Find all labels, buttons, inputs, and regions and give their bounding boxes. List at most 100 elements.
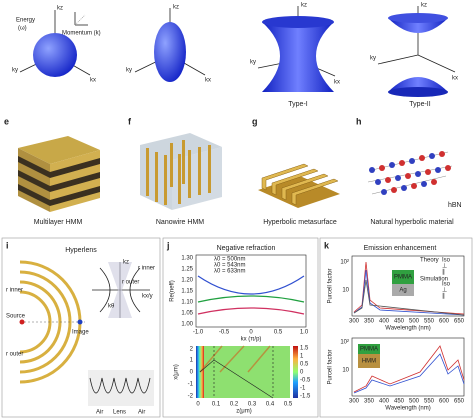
shape-rect	[392, 270, 414, 284]
label: e	[4, 116, 9, 126]
label: Lens	[113, 410, 126, 416]
panel-e: e Multilayer HMM	[4, 116, 100, 226]
shape-rect	[182, 140, 185, 184]
label: r inner	[6, 288, 23, 294]
label: kx (π/p)	[241, 337, 262, 343]
shape-circle	[429, 153, 435, 159]
label: 450	[394, 399, 405, 405]
shape-circle	[19, 319, 25, 325]
label: 1.30	[181, 256, 193, 262]
shape-rect	[351, 255, 465, 317]
shape-circle	[379, 165, 385, 171]
shape-polygon	[18, 136, 100, 164]
label: x(μm)	[174, 364, 180, 379]
label: kz	[57, 6, 63, 12]
label: g	[252, 116, 258, 126]
label: Air	[138, 410, 145, 416]
shape-circle	[389, 162, 395, 168]
label: Iso	[442, 282, 451, 288]
shape-circle	[415, 171, 421, 177]
label: 1.20	[181, 278, 193, 284]
label: Purcell factor	[328, 349, 334, 384]
shape-g	[146, 140, 211, 205]
label: (ω)	[18, 26, 27, 32]
label: 0.5	[284, 402, 293, 408]
shape-rect	[358, 344, 380, 354]
shape-rect	[293, 346, 298, 398]
shape-circle	[419, 155, 425, 161]
label: r inner	[138, 266, 155, 272]
shape-rect	[196, 346, 290, 398]
shape-path	[197, 275, 305, 295]
label: Purcell factor	[328, 268, 334, 303]
label: kx	[205, 78, 211, 84]
label: Air	[96, 410, 103, 416]
label: 350	[364, 319, 375, 325]
shape-rect	[146, 148, 149, 196]
label: Type-II	[409, 101, 430, 108]
shape-circle	[425, 169, 431, 175]
label: -1	[188, 382, 194, 388]
label: Ag	[399, 288, 406, 294]
shape-path	[197, 307, 305, 315]
label: kx	[90, 78, 96, 84]
shape-ellipse	[262, 16, 334, 28]
shape-rect	[392, 284, 414, 296]
label: z(μm)	[236, 409, 251, 415]
label: 500	[409, 319, 420, 325]
shape-polygon	[18, 184, 50, 206]
panel-type-2: kz ky kx Type-II	[370, 3, 458, 108]
label: 0	[196, 402, 200, 408]
shape-circle	[411, 183, 417, 189]
shape-polygon	[50, 172, 100, 192]
shape-circle	[445, 165, 451, 171]
label: 600	[439, 319, 450, 325]
shape-rect	[198, 147, 201, 195]
shape-rect	[88, 370, 154, 406]
shape-path	[353, 353, 465, 394]
label: Hyperbolic metasurface	[263, 219, 337, 226]
label: 1.10	[181, 300, 193, 306]
label: -1.5	[300, 394, 311, 400]
label: Momentum (k)	[62, 31, 101, 37]
label: i	[6, 240, 9, 250]
shape-polygon	[50, 158, 100, 178]
label: hBN	[448, 202, 462, 209]
label: 0.5	[274, 330, 283, 336]
label: Negative refraction	[217, 245, 276, 252]
label: Nanowire HMM	[156, 219, 204, 226]
label: ⊥	[442, 287, 447, 294]
shape-g	[367, 151, 453, 195]
shape-circle	[431, 179, 437, 185]
shape-ellipse	[388, 87, 448, 97]
shape-line	[377, 54, 419, 65]
label: 400	[379, 319, 390, 325]
label: 10²	[340, 340, 349, 346]
shape-circle	[399, 160, 405, 166]
panel-g: g Hyperbolic metasurface	[252, 116, 340, 226]
label: -1.0	[193, 330, 204, 336]
shape-rect	[170, 143, 173, 187]
panel-j: j Negative refraction λ0 = 500nm λ0 = 54…	[162, 237, 319, 418]
shape-circle	[369, 167, 375, 173]
label: Source	[6, 314, 26, 320]
shape-circle	[375, 179, 381, 185]
label: 0.4	[266, 402, 275, 408]
shape-circle	[435, 167, 441, 173]
label: -0.5	[219, 330, 230, 336]
label: r outer	[122, 280, 139, 286]
shape-path	[353, 269, 465, 316]
shape-path	[89, 377, 151, 394]
label: 450	[394, 319, 405, 325]
label: k	[324, 240, 330, 250]
shape-circle	[409, 158, 415, 164]
label: Theory	[420, 258, 439, 264]
label: ∥	[442, 293, 445, 300]
label: 1.25	[181, 267, 193, 273]
shape-rect	[188, 150, 191, 198]
shape-polygon	[140, 133, 222, 210]
label: Wavelength (nm)	[385, 326, 430, 332]
shape-rect	[155, 152, 158, 202]
label: Re(neff)	[170, 280, 176, 302]
label: ky	[12, 68, 18, 74]
